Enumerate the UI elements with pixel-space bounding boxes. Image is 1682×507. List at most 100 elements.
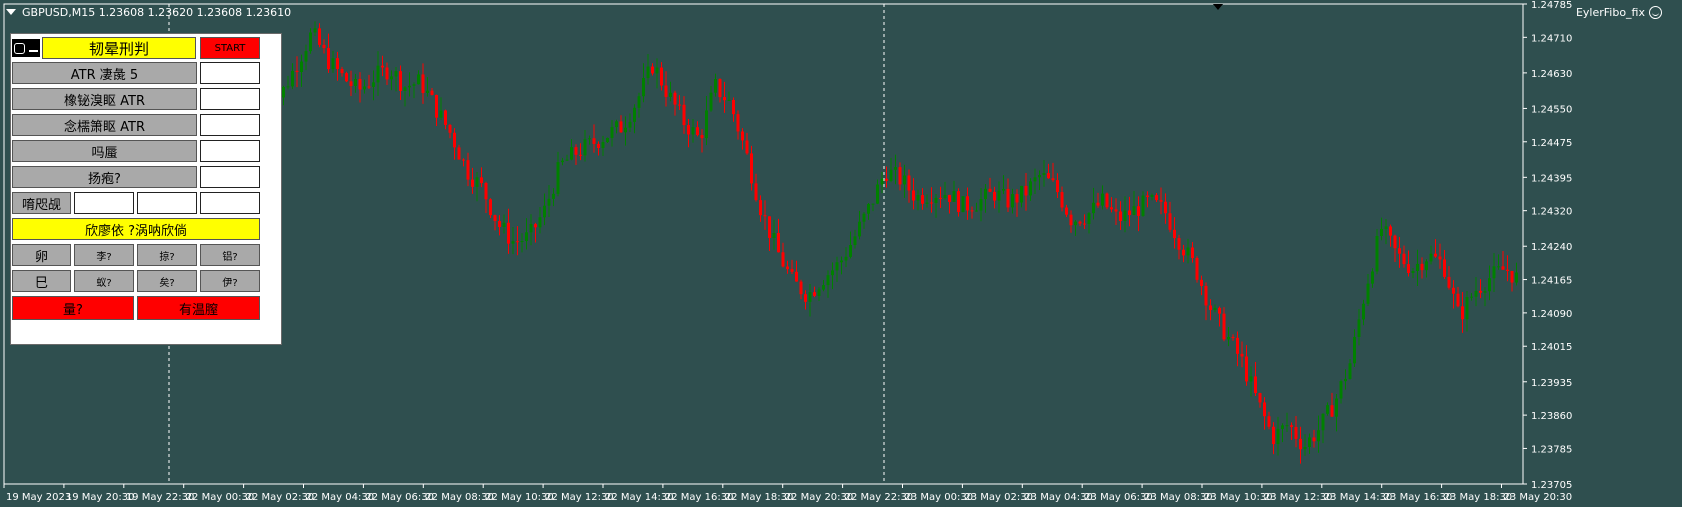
spread-input[interactable] [200, 166, 260, 188]
bull-candle [556, 162, 560, 194]
minimize-icon[interactable] [29, 50, 38, 52]
bull-candle [529, 224, 533, 233]
x-axis-label: 19 May 20:30 [66, 492, 135, 503]
bear-candle [921, 195, 924, 204]
grid-button-4[interactable]: 铝? [200, 244, 260, 266]
grid-button-8[interactable]: 伊? [200, 270, 260, 292]
bear-candle [682, 104, 686, 126]
stop-loss-input[interactable] [200, 88, 260, 110]
bull-candle [1425, 261, 1428, 271]
bull-candle [1074, 221, 1077, 226]
bull-candle [889, 169, 893, 181]
bull-candle [840, 260, 843, 263]
y-axis-label: 1.23935 [1531, 378, 1572, 389]
bear-candle [1299, 438, 1302, 450]
take-profit-input[interactable] [200, 114, 260, 136]
delete-all-button[interactable]: 有温膣 [137, 296, 260, 320]
triple-input-2[interactable] [137, 192, 197, 214]
bull-candle [615, 121, 618, 128]
expand-icon[interactable] [14, 42, 25, 54]
bear-candle [696, 127, 699, 136]
bull-candle [975, 210, 978, 212]
close-all-button[interactable]: 量? [12, 296, 134, 320]
bull-candle [1101, 193, 1104, 206]
bear-candle [763, 215, 767, 217]
bear-candle [457, 147, 461, 160]
grid-button-6[interactable]: 蚁? [74, 270, 134, 292]
bear-candle [1069, 214, 1073, 226]
bull-candle [1042, 173, 1046, 176]
x-axis-label: 22 May 16:30 [665, 492, 734, 503]
bull-candle [826, 275, 830, 286]
bull-candle [291, 70, 294, 87]
bull-candle [646, 66, 650, 79]
bull-candle [979, 199, 983, 211]
bull-candle [633, 107, 636, 122]
panel-controls[interactable] [12, 39, 40, 57]
bull-candle [1213, 307, 1217, 311]
grid-button-1[interactable]: 卵 [12, 244, 71, 266]
bull-candle [817, 289, 821, 296]
atr-period-input[interactable] [200, 62, 260, 84]
bear-candle [718, 79, 722, 98]
dropdown-triangle-icon[interactable] [6, 9, 16, 15]
grid-button-3[interactable]: 掠? [137, 244, 197, 266]
triple-input-1[interactable] [74, 192, 134, 214]
bear-candle [1110, 207, 1113, 210]
bear-candle [597, 143, 600, 148]
bull-candle [1321, 413, 1325, 431]
y-axis-label: 1.23785 [1531, 444, 1572, 455]
bull-candle [925, 202, 929, 204]
bear-candle [1398, 248, 1401, 254]
y-axis-label: 1.24165 [1531, 276, 1572, 287]
bear-candle [930, 202, 933, 204]
bull-candle [331, 58, 335, 70]
mode-button[interactable]: 欣廖依 ?涡呐欣倘 [12, 218, 260, 240]
bear-candle [1272, 426, 1275, 445]
bear-candle [1443, 259, 1446, 277]
bear-candle [1240, 353, 1244, 357]
bull-candle [1371, 271, 1374, 284]
bear-candle [700, 135, 704, 139]
trade-panel: 韧晕刑判 START ATR 凄彘 5 橡铋溴眍 ATR 念檽箫眍 ATR 吗蜃… [10, 33, 282, 345]
x-axis-label: 23 May 12:30 [1264, 492, 1333, 503]
start-button[interactable]: START [200, 37, 260, 59]
bear-candle [687, 125, 690, 135]
bear-candle [453, 132, 456, 148]
x-axis-label: 22 May 22:30 [845, 492, 914, 503]
bear-candle [1159, 200, 1163, 202]
bear-candle [489, 199, 492, 216]
bull-candle [984, 188, 987, 200]
grid-button-5[interactable]: 巳 [12, 270, 71, 292]
lot-input[interactable] [200, 140, 260, 162]
y-axis-label: 1.24240 [1531, 242, 1572, 253]
bear-candle [790, 269, 794, 272]
bull-candle [1020, 185, 1023, 203]
bear-candle [1501, 266, 1505, 270]
bull-candle [853, 236, 857, 246]
bear-candle [795, 271, 798, 282]
grid-button-7[interactable]: 矣? [137, 270, 197, 292]
bull-candle [372, 82, 375, 87]
bear-candle [498, 221, 501, 227]
bear-candle [957, 191, 960, 212]
bull-candle [1335, 398, 1338, 417]
bear-candle [768, 216, 771, 238]
grid-button-2[interactable]: 李? [74, 244, 134, 266]
bear-candle [678, 104, 681, 106]
triple-input-3[interactable] [200, 192, 260, 214]
bear-candle [381, 65, 384, 68]
bear-candle [754, 183, 758, 201]
bear-candle [799, 281, 803, 295]
x-axis-label: 23 May 18:30 [1444, 492, 1513, 503]
bull-candle [300, 61, 303, 72]
bear-candle [1065, 207, 1068, 215]
bull-candle [363, 86, 366, 90]
indicator-name: EylerFibo_fix [1575, 6, 1645, 19]
bear-candle [1254, 376, 1257, 394]
bull-candle [354, 78, 357, 86]
bull-candle [1326, 405, 1329, 414]
bear-candle [736, 114, 740, 132]
bear-candle [1200, 279, 1203, 286]
